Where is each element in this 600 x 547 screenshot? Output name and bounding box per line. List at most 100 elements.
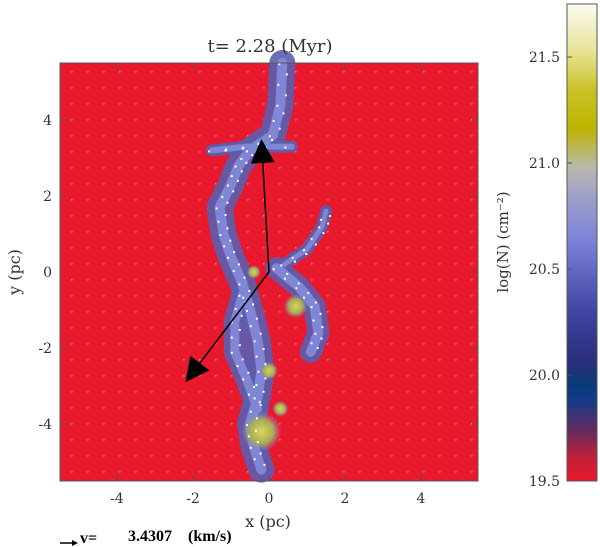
vector-dot <box>272 268 275 271</box>
vector-dot <box>253 340 256 343</box>
velocity-arrow-head <box>185 355 210 383</box>
vector-dot <box>238 344 241 347</box>
vector-dot <box>217 220 220 223</box>
vector-dot <box>232 190 235 193</box>
vector-dot <box>251 154 254 157</box>
legend-arrow-head <box>72 540 78 546</box>
vector-dot <box>249 325 252 328</box>
vector-dot <box>284 94 287 97</box>
vector-dot <box>255 317 258 320</box>
vector-dot <box>237 263 240 266</box>
vector-dot <box>255 355 258 358</box>
dense-clump <box>260 361 278 380</box>
vector-dot <box>272 120 275 122</box>
colorbar-tick-label: 19.5 <box>529 474 560 490</box>
vector-dot <box>280 264 283 267</box>
vector-dot <box>258 401 261 404</box>
vector-dot <box>252 303 255 306</box>
vector-dot <box>329 215 332 217</box>
vector-dot <box>253 397 256 400</box>
vector-dot <box>312 319 315 322</box>
vector-dot <box>225 148 228 151</box>
vector-dot <box>327 222 330 225</box>
vector-dot <box>246 150 248 153</box>
vector-dot <box>236 179 239 182</box>
vector-dot <box>208 150 210 153</box>
vector-dot <box>277 83 280 86</box>
x-tick-label: 0 <box>265 491 274 507</box>
vector-dot <box>310 342 313 345</box>
y-tick-label: 4 <box>43 113 52 129</box>
colorbar-tick-label: 21.0 <box>529 156 560 172</box>
vector-dot <box>282 112 285 115</box>
vector-dot <box>247 435 250 438</box>
vector-dot <box>284 277 286 280</box>
vector-dot <box>305 253 308 255</box>
x-tick-label: -4 <box>110 491 124 507</box>
vector-dot <box>230 175 233 178</box>
velocity-arrow-shaft <box>199 271 270 364</box>
vector-dot <box>291 256 294 259</box>
vector-dot <box>245 161 248 164</box>
vector-dot <box>223 245 226 248</box>
vector-dot <box>278 127 281 130</box>
colorbar-tick-label: 20.5 <box>529 262 560 278</box>
vector-dot <box>232 270 235 273</box>
vector-dot <box>253 458 256 461</box>
dense-clump <box>272 400 289 417</box>
vector-dot <box>224 214 227 217</box>
filament-core <box>209 143 295 154</box>
vector-dot <box>233 251 236 254</box>
vector-dot <box>243 276 246 279</box>
vector-dot <box>227 184 229 187</box>
colorbar-label: log(N) (cm⁻²) <box>494 191 512 292</box>
vector-dot <box>310 306 313 309</box>
vector-dot <box>284 146 287 149</box>
vector-dot <box>247 393 250 396</box>
vector-dot <box>241 358 244 361</box>
vector-dot <box>320 337 323 340</box>
vector-dot <box>268 135 271 138</box>
vector-dot <box>221 196 224 198</box>
y-tick-label: 2 <box>43 189 52 205</box>
vector-dot <box>246 424 248 426</box>
vector-dot <box>226 201 229 204</box>
filament-core <box>281 208 329 267</box>
vector-dot <box>242 378 245 381</box>
x-tick-label: -2 <box>186 491 200 507</box>
vector-dot <box>236 365 239 368</box>
x-axis: -4 -2 0 2 4 <box>110 63 426 507</box>
vector-dot <box>322 232 325 235</box>
dense-clump <box>246 265 261 279</box>
velocity-legend: v= 3.4307 (km/s) <box>60 528 232 547</box>
vector-dot <box>257 142 260 145</box>
vector-dot <box>238 294 241 297</box>
vector-dot <box>249 446 252 449</box>
vector-dot <box>247 371 250 374</box>
vector-dot <box>229 239 232 242</box>
vector-dot <box>255 384 258 387</box>
vector-dot <box>257 370 260 373</box>
dense-clump <box>283 294 308 319</box>
vector-dot <box>271 139 274 141</box>
vector-dot <box>262 390 265 393</box>
vector-dot <box>256 441 259 444</box>
vector-dot <box>295 287 298 290</box>
vector-dot <box>276 104 279 107</box>
vector-dot <box>303 296 305 299</box>
vector-dot <box>314 243 317 246</box>
legend-v-unit: (km/s) <box>188 528 232 545</box>
vector-dot <box>293 260 296 263</box>
vector-dot <box>259 404 262 407</box>
vector-dot <box>286 272 289 275</box>
vector-dot <box>242 296 245 299</box>
vector-dot <box>215 207 218 210</box>
vector-dot <box>320 218 323 221</box>
vector-dot <box>314 301 317 304</box>
vector-dot <box>249 410 252 413</box>
y-tick-label: 0 <box>43 265 52 281</box>
vector-dot <box>318 226 321 229</box>
y-tick-label: -2 <box>38 341 52 357</box>
x-tick-label: 2 <box>341 491 350 507</box>
